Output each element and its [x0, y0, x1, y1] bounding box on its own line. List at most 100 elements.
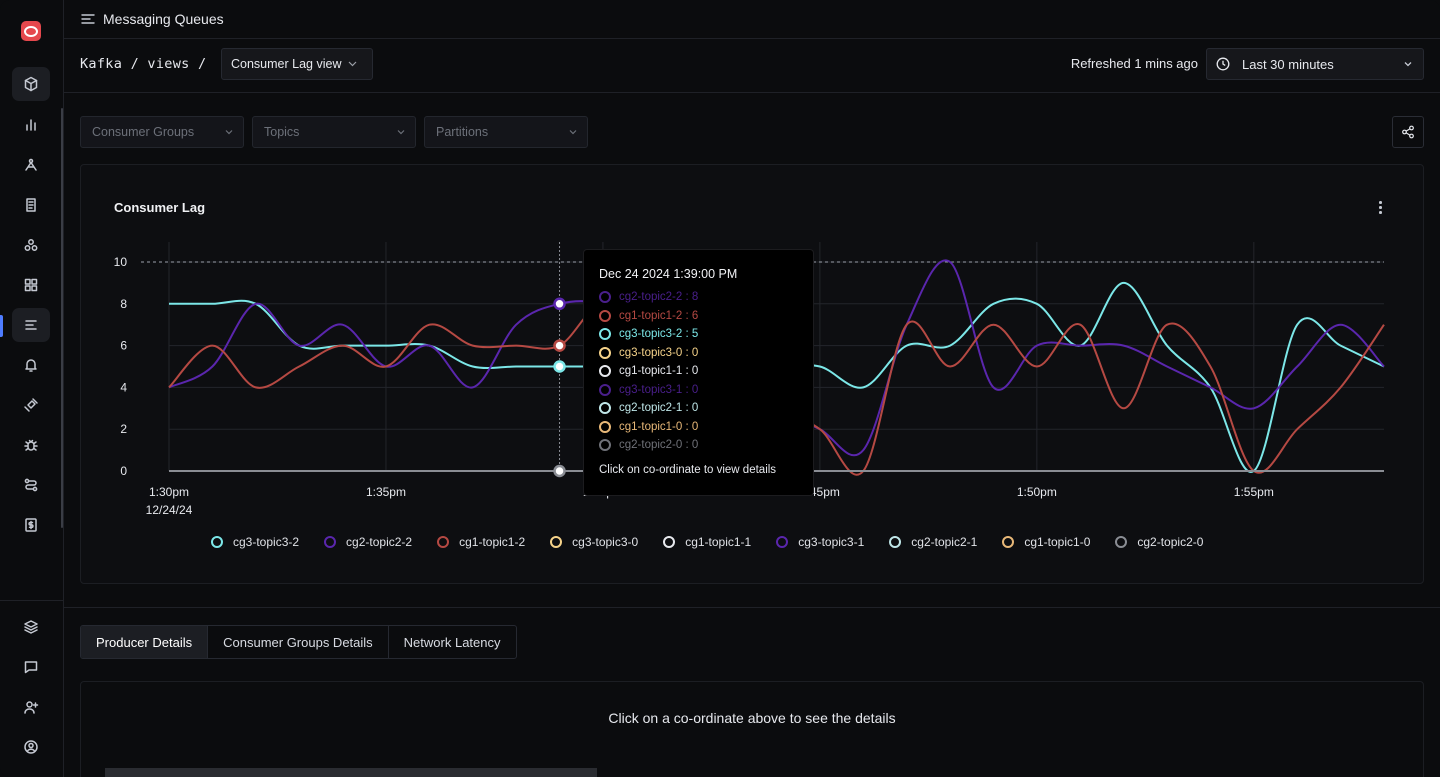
legend-item[interactable]: cg2-topic2-0: [1115, 535, 1203, 549]
legend-item[interactable]: cg1-topic1-2: [437, 535, 525, 549]
tooltip-title: Dec 24 2024 1:39:00 PM: [599, 267, 738, 281]
refresh-status: Refreshed 1 mins ago: [1070, 56, 1198, 71]
package-icon[interactable]: [12, 67, 50, 101]
legend-label: cg1-topic1-0: [1024, 535, 1091, 549]
app-logo[interactable]: [21, 21, 41, 41]
tooltip-swatch: [599, 328, 611, 340]
details-scrollbar[interactable]: [105, 768, 597, 777]
tooltip-label: cg3-topic3-2 : 5: [619, 328, 699, 340]
details-panel: Click on a co-ordinate above to see the …: [80, 681, 1424, 777]
billing-icon[interactable]: [12, 508, 50, 542]
tooltip-swatch: [599, 402, 611, 414]
x-tick-label: 1:35pm: [366, 485, 406, 499]
integrations-icon[interactable]: [12, 388, 50, 422]
y-tick-label: 10: [114, 255, 128, 269]
legend-swatch: [776, 536, 789, 548]
tooltip-row: cg3-topic3-0 : 0: [599, 346, 699, 359]
legend-label: cg1-topic1-2: [459, 535, 526, 549]
share-button[interactable]: [1392, 116, 1424, 148]
traces-icon[interactable]: [12, 148, 50, 182]
y-tick-label: 4: [120, 380, 127, 394]
view-select[interactable]: Consumer Lag view: [221, 48, 373, 80]
sidebar-divider: [0, 600, 63, 601]
legend-item[interactable]: cg1-topic1-1: [663, 535, 751, 549]
tooltip-row: cg1-topic1-1 : 0: [599, 365, 698, 377]
time-range-value: Last 30 minutes: [1242, 56, 1334, 72]
tooltip-swatch: [599, 365, 611, 377]
legend-swatch: [324, 536, 337, 548]
time-range-select[interactable]: Last 30 minutes: [1206, 48, 1424, 80]
legend-swatch: [1115, 536, 1128, 548]
exceptions-bug-icon[interactable]: [12, 428, 50, 462]
dashboards-icon[interactable]: [12, 268, 50, 302]
hover-point: [553, 339, 566, 352]
services-icon[interactable]: [12, 228, 50, 262]
y-tick-label: 8: [120, 297, 127, 311]
chevron-down-icon: [1404, 62, 1412, 67]
legend-item[interactable]: cg3-topic3-0: [550, 535, 638, 549]
pipelines-icon[interactable]: [12, 468, 50, 502]
consumer-groups-placeholder: Consumer Groups: [92, 125, 195, 139]
legend-item[interactable]: cg3-topic3-1: [776, 535, 864, 549]
tab-consumer-groups-details[interactable]: Consumer Groups Details: [208, 626, 389, 658]
legend-swatch: [1002, 536, 1015, 548]
messaging-queues-icon[interactable]: [12, 308, 50, 342]
hover-point: [553, 464, 566, 478]
tooltip-label: cg3-topic3-1 : 0: [619, 383, 699, 396]
x-tick-label: 1:50pm: [1017, 485, 1057, 499]
logs-icon[interactable]: [12, 188, 50, 222]
hover-point: [553, 297, 566, 311]
sidebar: [0, 0, 64, 777]
tooltip-row: cg1-topic1-0 : 0: [599, 420, 698, 433]
consumer-groups-filter[interactable]: Consumer Groups: [80, 116, 244, 148]
legend-swatch: [211, 536, 223, 548]
tooltip-swatch: [599, 291, 611, 303]
chevron-down-icon: [569, 130, 577, 135]
chart-tooltip: Dec 24 2024 1:39:00 PM cg2-topic2-2 : 8 c…: [583, 249, 814, 496]
details-empty-message: Click on a co-ordinate above to see the …: [608, 710, 896, 726]
chart-title: Consumer Lag: [114, 200, 206, 215]
menu-lines-icon: [81, 14, 95, 24]
sidebar-scrollbar[interactable]: [61, 108, 63, 528]
chevron-down-icon: [397, 130, 405, 135]
tooltip-row: cg2-topic2-2 : 8: [599, 291, 698, 303]
clock-icon: [1216, 57, 1230, 71]
tooltip-swatch: [599, 309, 611, 322]
tab-producer-details[interactable]: Producer Details: [81, 626, 209, 658]
topics-filter[interactable]: Topics: [252, 116, 416, 148]
tooltip-swatch: [599, 383, 611, 396]
section-divider: [64, 607, 1440, 608]
tooltip-swatch: [599, 346, 611, 359]
tooltip-row: cg3-topic3-2 : 5: [599, 328, 698, 340]
legend-item[interactable]: cg1-topic1-0: [1002, 535, 1090, 549]
tab-network-latency[interactable]: Network Latency: [403, 634, 501, 650]
user-avatar-icon[interactable]: [12, 730, 50, 764]
legend-swatch: [437, 536, 450, 548]
x-tick-date-label: 12/24/24: [146, 503, 193, 517]
chevron-down-icon: [349, 61, 357, 67]
legend-item[interactable]: cg3-topic3-2: [211, 535, 299, 549]
chat-icon[interactable]: [12, 650, 50, 684]
tooltip-swatch: [599, 420, 611, 433]
bar-chart-icon[interactable]: [12, 108, 50, 142]
active-nav-indicator: [0, 315, 3, 337]
legend-label: cg3-topic3-0: [572, 535, 639, 549]
page-title: Messaging Queues: [103, 11, 224, 27]
breadcrumb: Kafka / views /: [80, 56, 207, 72]
layers-icon[interactable]: [12, 610, 50, 644]
legend-item[interactable]: cg2-topic2-1: [889, 535, 977, 549]
legend-swatch: [663, 536, 676, 548]
tooltip-row: cg2-topic2-0 : 0: [599, 439, 698, 451]
partitions-filter[interactable]: Partitions: [424, 116, 588, 148]
legend-label: cg2-topic2-1: [911, 535, 978, 549]
tooltip-label: cg1-topic1-1 : 0: [619, 365, 699, 377]
y-tick-label: 0: [120, 464, 127, 478]
page-header: Messaging Queues: [64, 0, 1440, 39]
kebab-menu-icon[interactable]: [1379, 201, 1383, 216]
invite-user-icon[interactable]: [12, 690, 50, 724]
legend-item[interactable]: cg2-topic2-2: [324, 535, 412, 549]
chevron-down-icon: [225, 130, 233, 135]
alerts-icon[interactable]: [12, 348, 50, 382]
tooltip-label: cg3-topic3-0 : 0: [619, 346, 699, 359]
